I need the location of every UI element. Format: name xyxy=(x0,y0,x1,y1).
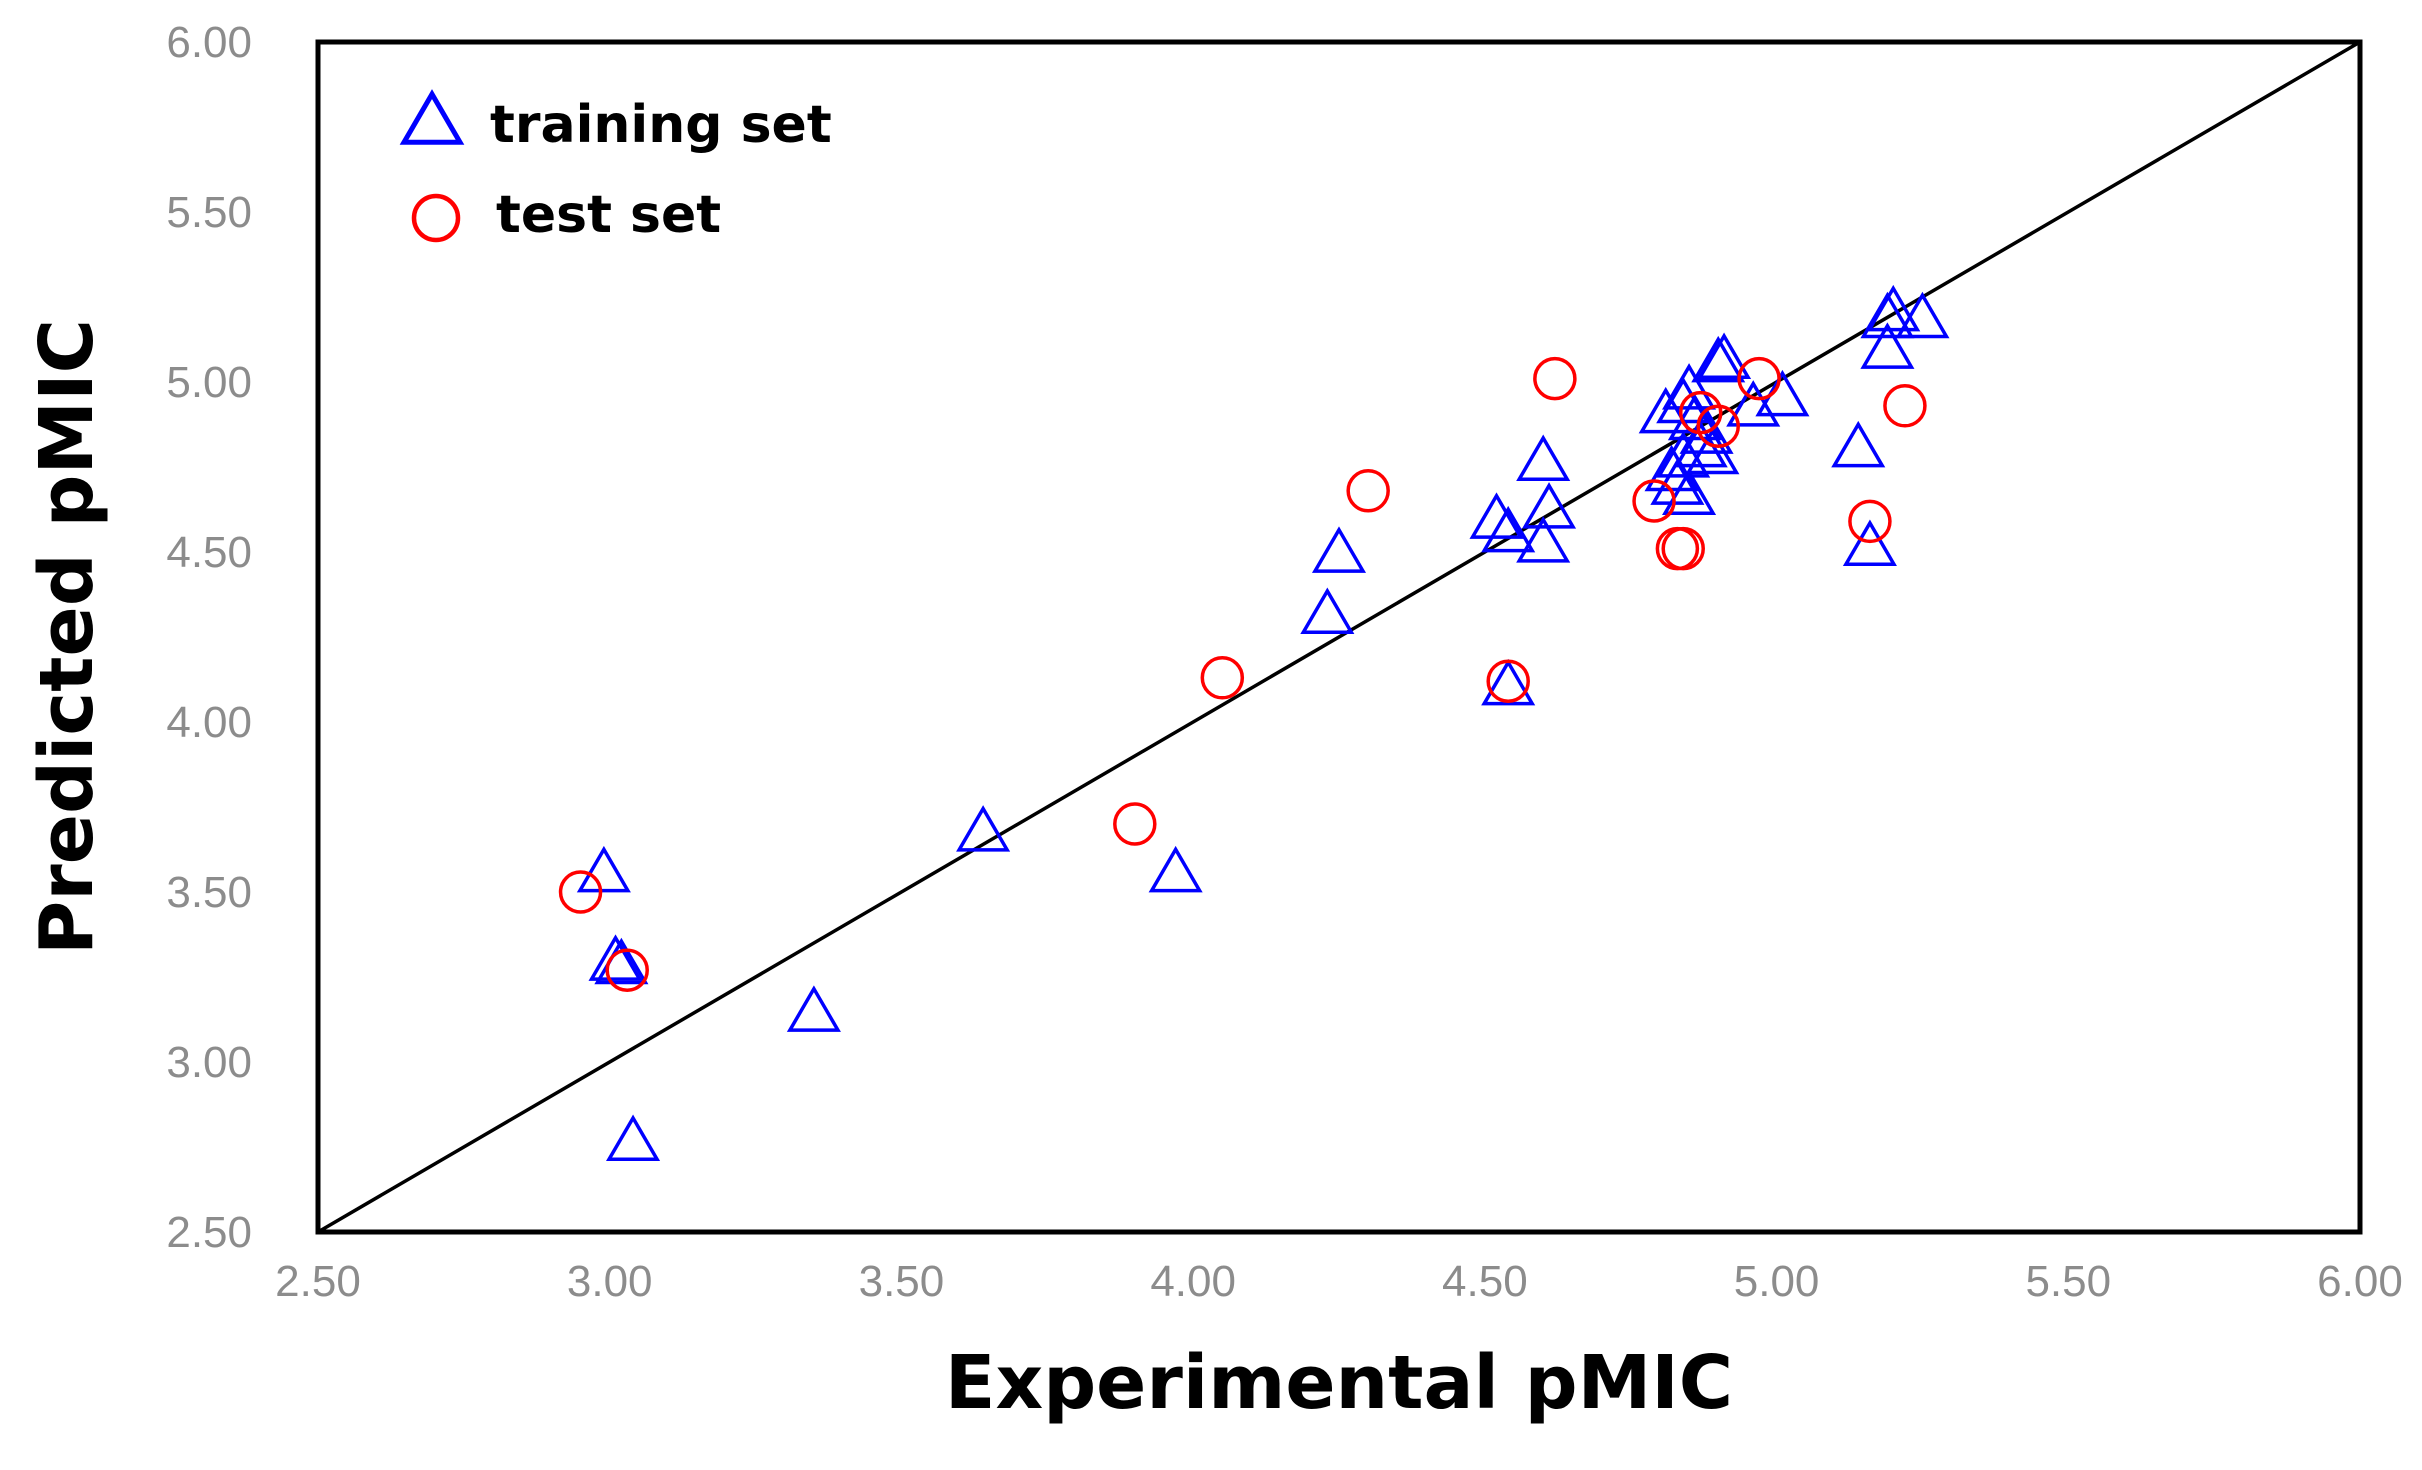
training-point xyxy=(1860,322,1915,369)
training-point xyxy=(1469,492,1524,539)
training-point xyxy=(1481,505,1536,553)
test-point xyxy=(1696,404,1740,448)
test-point xyxy=(1486,659,1530,703)
y-tick-label: 5.00 xyxy=(166,358,252,407)
identity-reference-line xyxy=(317,40,2361,1234)
test-point xyxy=(1661,526,1705,571)
x-tick-label: 5.00 xyxy=(1734,1257,1820,1306)
training-point xyxy=(1656,431,1711,478)
x-tick-label: 2.50 xyxy=(275,1257,361,1306)
legend-label-training-set: training set xyxy=(490,95,832,155)
training-point xyxy=(1662,468,1717,516)
x-tick-label: 3.50 xyxy=(859,1257,945,1306)
test-point xyxy=(1848,499,1892,544)
test-point xyxy=(1113,802,1157,846)
training-point xyxy=(1516,516,1571,563)
x-tick-label: 4.00 xyxy=(1150,1257,1236,1306)
test-point xyxy=(605,948,649,992)
training-point xyxy=(1842,519,1897,567)
test-point xyxy=(1346,469,1390,513)
y-tick-label: 4.50 xyxy=(166,528,252,577)
data-points xyxy=(558,284,1950,1162)
training-point xyxy=(1300,587,1355,635)
x-tick-label: 4.50 xyxy=(1442,1257,1528,1306)
training-point xyxy=(1685,427,1740,475)
y-axis-title: Predicted pMIC xyxy=(24,319,110,955)
training-point xyxy=(588,934,643,981)
y-tick-label: 4.00 xyxy=(166,698,252,747)
x-axis-tick-labels: 2.50 3.00 3.50 4.00 4.50 5.00 5.50 6.00 xyxy=(275,1257,2403,1306)
training-point xyxy=(786,985,841,1032)
training-point xyxy=(576,845,631,893)
y-tick-label: 5.50 xyxy=(166,188,252,237)
training-point xyxy=(956,805,1011,852)
y-tick-label: 3.00 xyxy=(166,1038,252,1087)
x-axis-title: Experimental pMIC xyxy=(945,1340,1733,1426)
plot-area-frame xyxy=(315,39,2363,1235)
legend-training-marker-triangle-icon xyxy=(399,89,465,145)
test-point xyxy=(1533,356,1577,401)
y-axis-tick-labels: 2.50 3.00 3.50 4.00 4.50 5.00 5.50 6.00 xyxy=(166,18,252,1257)
training-point xyxy=(1481,658,1536,706)
training-point xyxy=(1638,386,1693,434)
training-point xyxy=(1697,332,1752,380)
test-point xyxy=(1883,384,1927,428)
y-tick-label: 6.00 xyxy=(166,18,252,67)
training-point xyxy=(1148,845,1203,893)
test-point xyxy=(1200,656,1245,700)
legend-test-marker-circle-icon xyxy=(411,193,461,243)
y-tick-label: 3.50 xyxy=(166,868,252,917)
training-point xyxy=(1521,482,1577,529)
training-point xyxy=(1895,291,1950,339)
training-point xyxy=(1516,434,1571,482)
test-point xyxy=(558,870,603,914)
training-point xyxy=(1311,526,1367,573)
test-point xyxy=(1737,356,1781,401)
x-tick-label: 5.50 xyxy=(2025,1257,2111,1306)
legend-label-test-set: test set xyxy=(496,185,721,245)
training-point xyxy=(1691,335,1746,383)
training-point xyxy=(1831,420,1886,468)
test-point xyxy=(1632,479,1676,523)
x-tick-label: 3.00 xyxy=(567,1257,653,1306)
training-point xyxy=(606,1114,661,1162)
y-tick-label: 2.50 xyxy=(166,1208,252,1257)
x-tick-label: 6.00 xyxy=(2317,1257,2403,1306)
legend: training set test set xyxy=(399,89,832,245)
training-point xyxy=(1866,284,1921,332)
